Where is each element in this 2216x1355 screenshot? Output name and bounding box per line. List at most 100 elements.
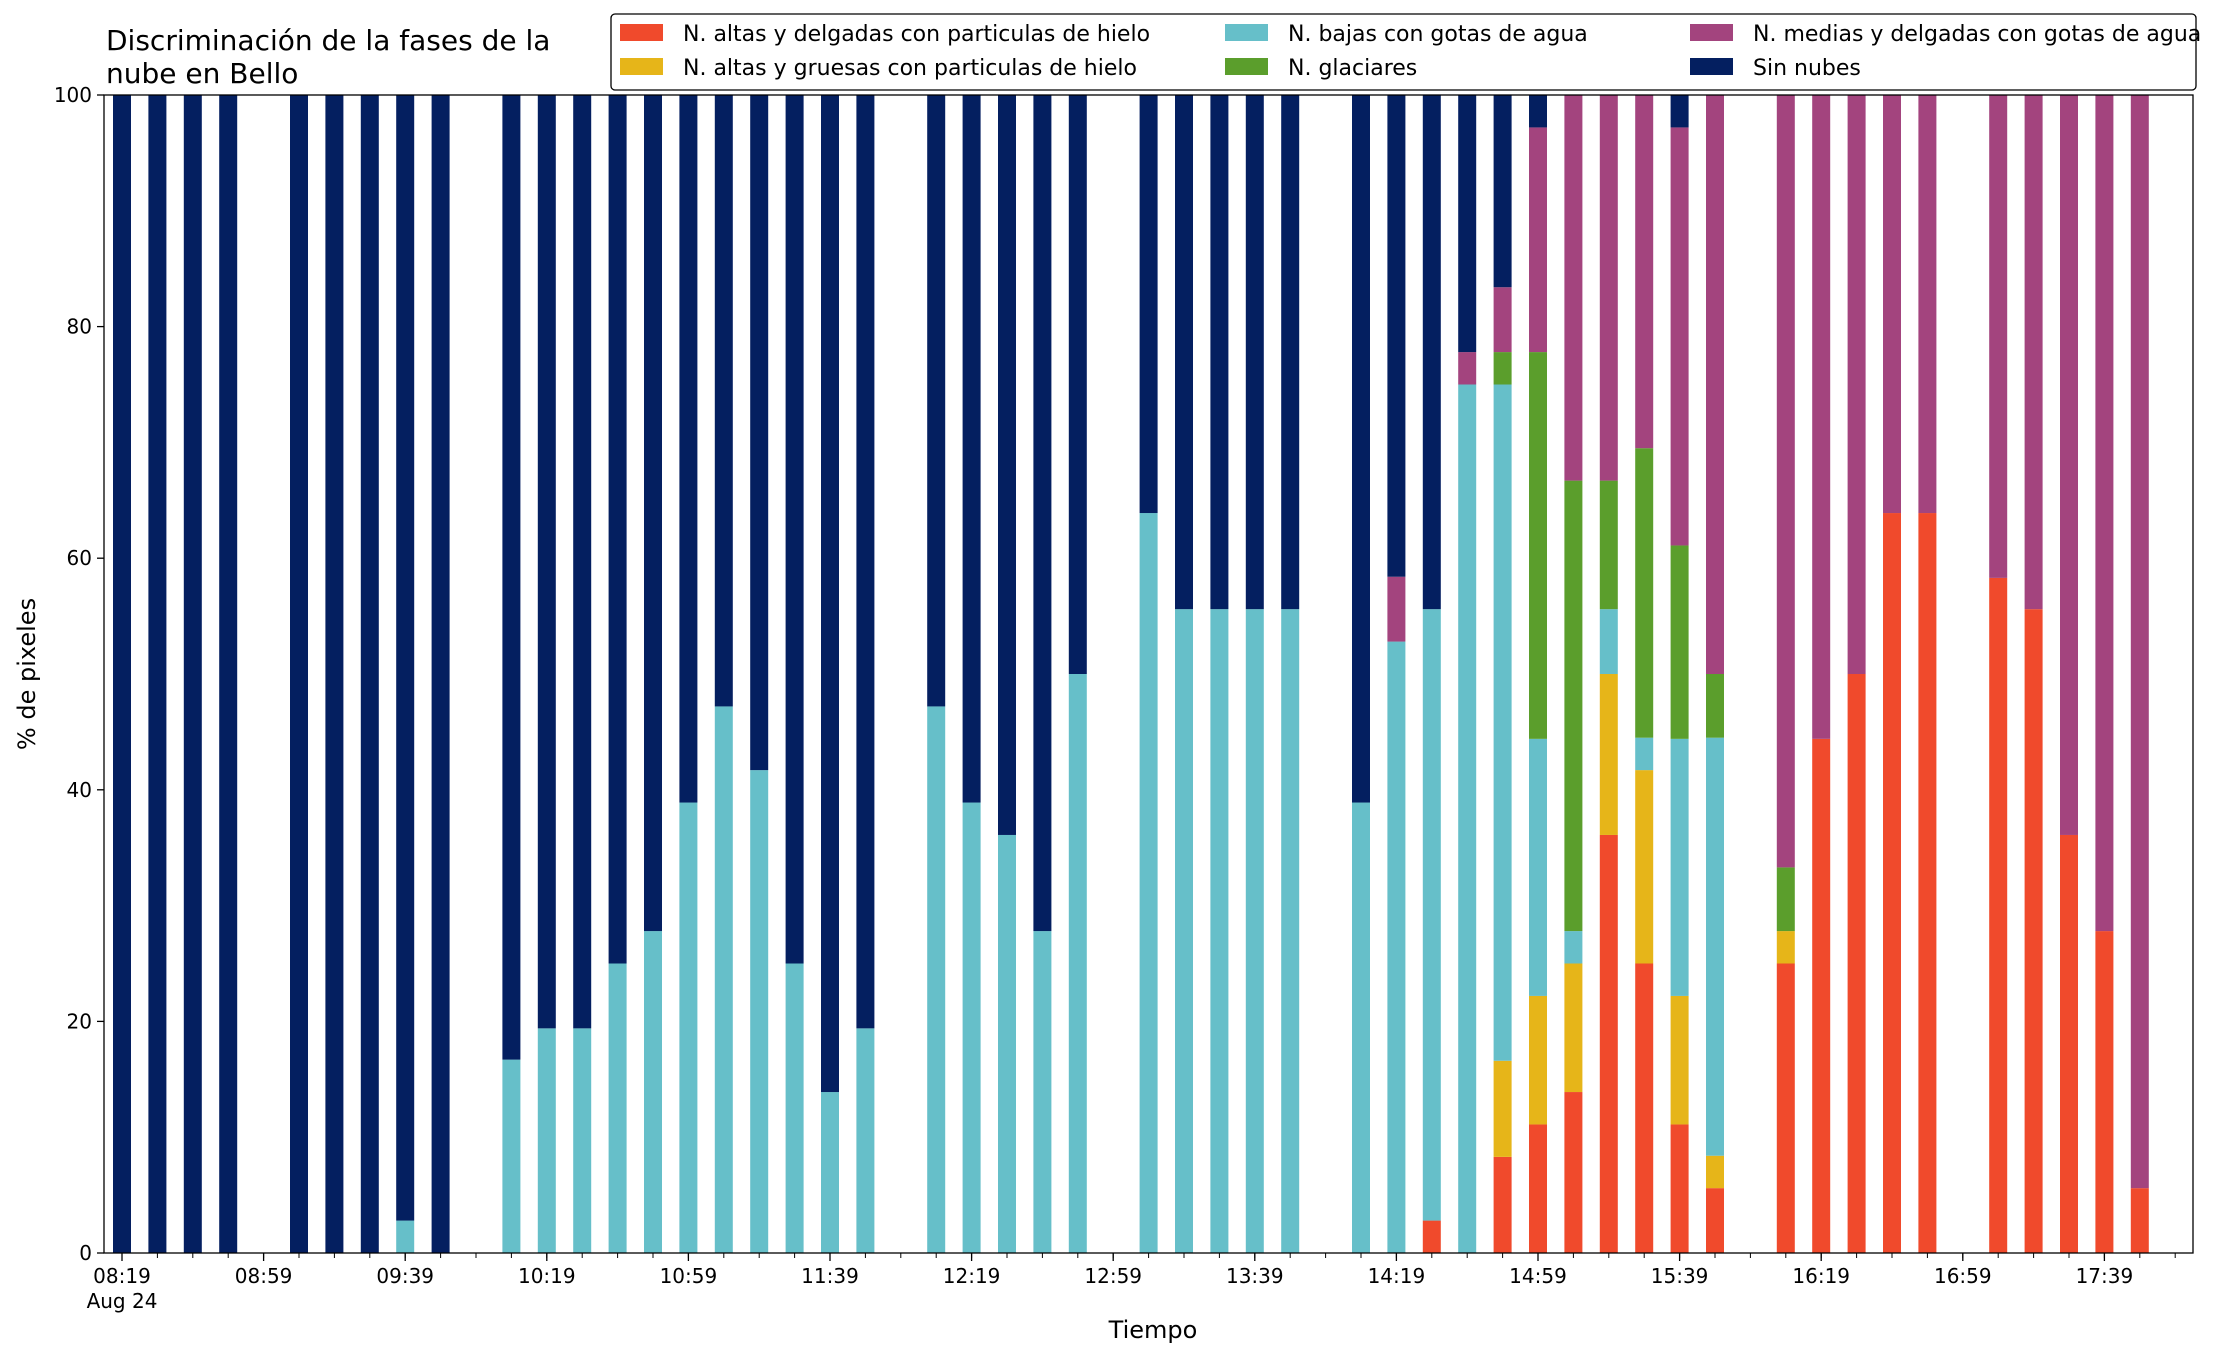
legend-item: N. altas y delgadas con particulas de hi… [620,22,1150,47]
bar-stack [148,95,167,1253]
bar-segment [1245,95,1264,610]
legend-swatch [620,24,663,41]
bar-segment [1387,95,1406,577]
bar-segment [1918,513,1937,1253]
bar-segment [1281,95,1300,610]
bars-layer [113,95,2149,1253]
bar-segment [1564,95,1583,481]
bar-segment [1210,609,1229,1253]
bar-segment [2060,95,2078,835]
bar-segment [1458,352,1477,385]
bar-stack [1812,95,1831,1253]
bar-segment [1352,802,1370,1253]
bar-segment [1776,963,1795,1253]
bar-segment [962,95,981,803]
bar-segment [325,95,344,1253]
bar-segment [431,95,450,1253]
bar-segment [1706,95,1724,674]
legend-item: N. glaciares [1225,56,1417,81]
bar-stack [927,95,946,1253]
bar-segment [1493,352,1512,385]
bar-stack [113,95,131,1253]
bar-segment [1599,95,1618,481]
bar-stack [537,95,556,1253]
chart-title-line-2: nube en Bello [106,57,298,90]
bar-segment [1599,834,1618,1253]
bar-segment [927,95,946,707]
legend-label: N. bajas con gotas de agua [1288,22,1588,47]
bar-segment [644,95,662,932]
bar-segment [1918,95,1937,514]
bar-stack [1139,95,1158,1253]
bar-segment [856,95,875,1029]
bar-segment [962,802,981,1253]
bar-segment [1564,1092,1583,1253]
bar-segment [360,95,379,1253]
legend-swatch [1225,24,1268,41]
x-tick-label: 08:59 [235,1264,293,1288]
bar-stack [573,95,592,1253]
bar-stack [1387,95,1406,1253]
y-tick-label: 60 [67,546,92,570]
bar-stack [1458,95,1477,1253]
bar-stack [1670,95,1689,1253]
bar-segment [750,770,769,1253]
bar-segment [1458,95,1477,353]
legend-item: N. bajas con gotas de agua [1225,22,1588,47]
bar-segment [1139,513,1158,1253]
bar-segment [750,95,769,771]
bar-segment [1281,609,1300,1253]
y-tick-label: 20 [67,1009,92,1033]
bar-segment [1670,995,1689,1125]
bar-segment [2024,95,2043,610]
bar-segment [1635,448,1654,738]
bar-segment [1529,995,1547,1125]
bar-segment [1493,1156,1512,1253]
bar-segment [1883,513,1901,1253]
bar-segment [1599,674,1618,835]
bar-stack [1918,95,1937,1253]
bar-stack [998,95,1016,1253]
bar-segment [1564,931,1583,964]
bar-segment [396,1220,415,1253]
bar-stack [1989,95,2008,1253]
x-tick-label: 15:39 [1651,1264,1709,1288]
bar-stack [1033,95,1052,1253]
bar-stack [1175,95,1193,1253]
bar-segment [1706,1155,1724,1189]
y-axis: 0 20 40 60 80 100 [54,83,104,1265]
bar-segment [2130,95,2149,1189]
bar-segment [1387,576,1406,642]
bar-segment [502,95,521,1060]
bar-stack [1281,95,1300,1253]
bar-segment [2095,931,2114,1253]
bar-stack [2130,95,2149,1253]
y-tick-label: 80 [67,315,92,339]
bar-stack [1883,95,1901,1253]
bar-segment [573,1028,592,1253]
legend-label: Sin nubes [1753,56,1861,81]
bar-stack [785,95,804,1253]
bar-segment [1387,641,1406,1253]
bar-segment [2024,609,2043,1253]
bar-segment [1599,609,1618,674]
bar-segment [219,95,238,1253]
chart-title-line-1: Discriminación de la fases de la [106,24,550,57]
x-tick-label: 08:19 [93,1264,151,1288]
legend-label: N. glaciares [1288,56,1417,81]
bar-segment [1635,963,1654,1253]
bar-segment [1458,384,1477,1253]
bar-segment [1706,1188,1724,1253]
bar-segment [1529,1124,1547,1253]
bar-segment [821,95,839,1093]
bar-stack [962,95,981,1253]
x-tick-label: 09:39 [376,1264,434,1288]
bar-segment [608,963,627,1253]
bar-segment [1175,609,1193,1253]
bar-segment [1493,95,1512,288]
bar-stack [679,95,698,1253]
legend-swatch [1690,58,1733,75]
bar-segment [1847,674,1866,1253]
bar-segment [1139,95,1158,514]
